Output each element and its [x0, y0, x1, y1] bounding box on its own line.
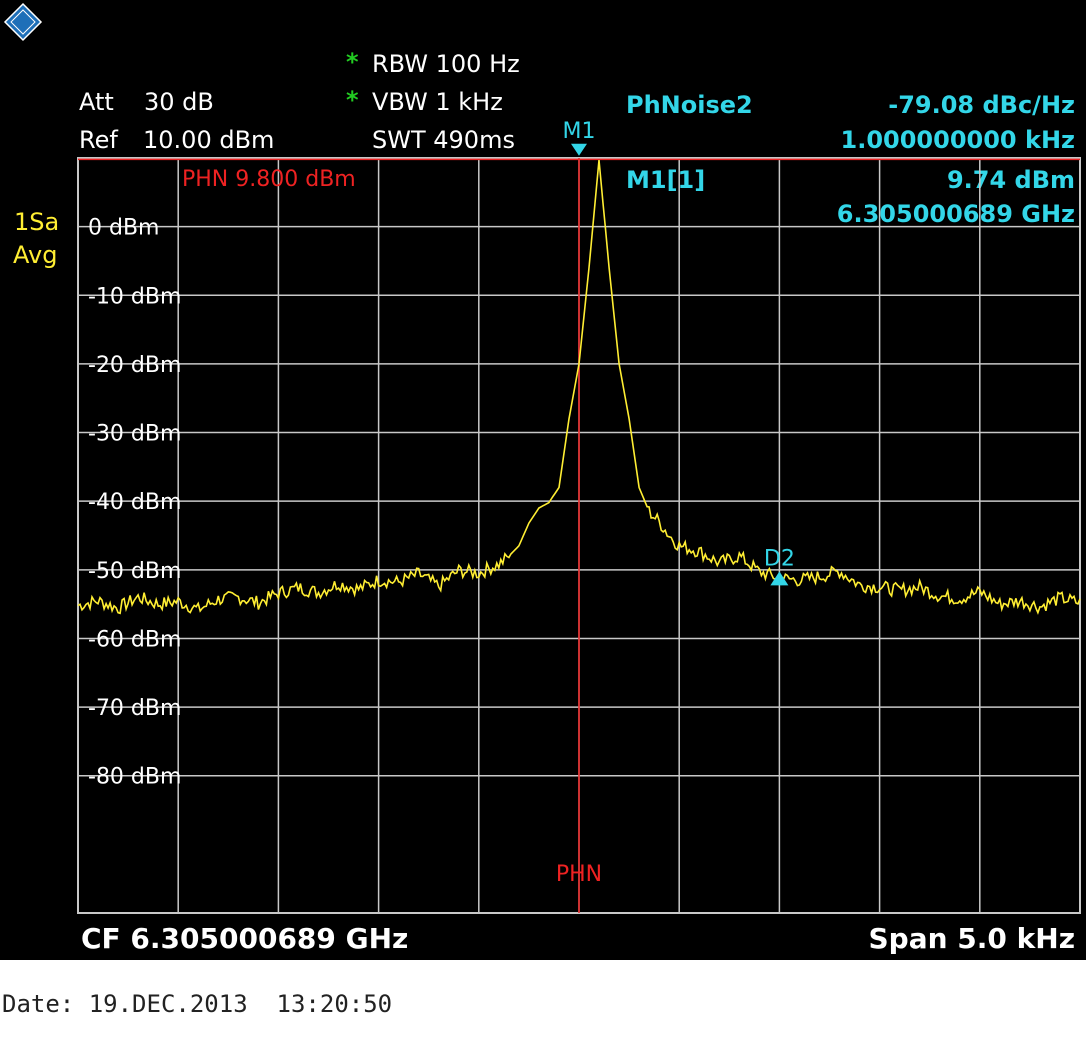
- phn-line-label: PHN: [556, 862, 602, 887]
- trace-mode-line1: 1Sa: [14, 208, 60, 236]
- y-tick-label: 0 dBm: [88, 216, 159, 241]
- rbw-label: RBW 100 Hz: [372, 50, 520, 78]
- phase-noise-offset: 1.000000000 kHz: [840, 126, 1075, 154]
- vbw-label: VBW 1 kHz: [372, 88, 503, 116]
- marker-m1-tag: M1: [563, 119, 596, 144]
- marker-d2-triangle: [770, 571, 789, 586]
- vbw-coupling-star: *: [346, 86, 359, 114]
- ref-label: Ref: [79, 126, 118, 154]
- rohde-schwarz-logo-icon: [3, 2, 43, 42]
- y-tick-label: -70 dBm: [88, 696, 181, 721]
- spectrum-plot: 0 dBm -10 dBm -20 dBm -30 dBm -40 dBm -50 dBm…: [77, 119, 1081, 914]
- span: Span 5.0 kHz: [868, 922, 1076, 955]
- center-frequency: CF 6.305000689 GHz: [81, 922, 409, 955]
- trace-line: [77, 160, 1081, 615]
- rbw-coupling-star: *: [346, 48, 359, 76]
- date-stamp: Date: 19.DEC.2013 13:20:50: [2, 990, 393, 1018]
- ref-level-value: 10.00 dBm: [143, 126, 275, 154]
- analyzer-screen: * RBW 100 Hz * VBW 1 kHz Att 30 dB Ref 1…: [0, 0, 1086, 960]
- y-tick-label: -30 dBm: [88, 422, 181, 447]
- att-label: Att: [79, 88, 114, 116]
- marker-m1-level: 9.74 dBm: [946, 166, 1075, 194]
- marker-m1-frequency: 6.305000689 GHz: [836, 200, 1075, 228]
- marker-m1-label: M1[1]: [626, 166, 706, 194]
- phase-noise-value: -79.08 dBc/Hz: [888, 91, 1075, 119]
- att-value: 30 dB: [144, 88, 214, 116]
- marker-m1-triangle: [571, 143, 587, 156]
- marker-d2-tag: D2: [764, 546, 795, 571]
- sweep-time-label: SWT 490ms: [372, 126, 515, 154]
- phn-reference-label: PHN 9.800 dBm: [182, 167, 356, 192]
- y-tick-label: -20 dBm: [88, 353, 181, 378]
- y-tick-label: -40 dBm: [88, 490, 181, 515]
- phase-noise-label: PhNoise2: [626, 91, 753, 119]
- y-tick-label: -10 dBm: [88, 284, 181, 309]
- y-tick-label: -80 dBm: [88, 765, 181, 790]
- y-tick-label: -50 dBm: [88, 559, 181, 584]
- y-tick-label: -60 dBm: [88, 627, 181, 652]
- trace-mode-line2: Avg: [13, 241, 58, 269]
